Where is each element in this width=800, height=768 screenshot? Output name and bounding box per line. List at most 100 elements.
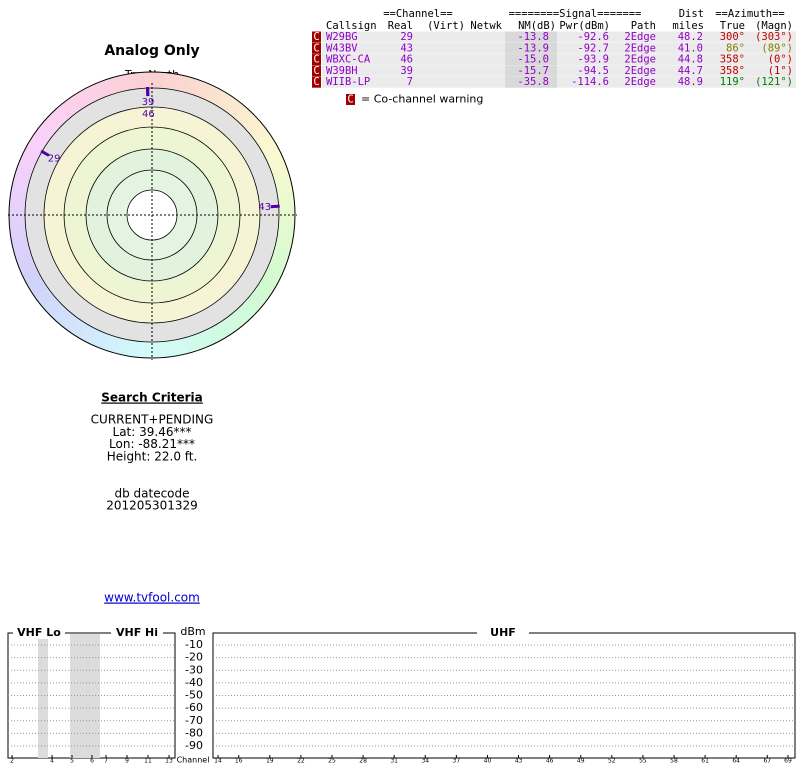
criteria-line: Lon: -88.21*** (109, 437, 195, 451)
hue-wedge (27, 277, 48, 298)
header-group: ==Channel== (383, 8, 453, 20)
hue-wedge (183, 334, 201, 354)
hue-wedge (22, 142, 43, 162)
x-tick-label: 58 (670, 758, 678, 765)
x-tick-label: 64 (732, 758, 740, 765)
x-tick-label: 4 (50, 758, 54, 765)
criteria-title: Search Criteria (101, 391, 202, 405)
hue-wedge (114, 73, 132, 93)
badge: C (313, 31, 319, 43)
y-tick-label: -30 (185, 663, 203, 676)
column-header: NM(dB) (518, 20, 556, 32)
hue-wedge (161, 340, 177, 358)
y-tick-label: -80 (185, 726, 203, 739)
section-label: VHF Lo (17, 626, 61, 639)
hue-wedge (125, 339, 141, 358)
x-tick-label: 19 (266, 758, 274, 765)
row-bg (322, 54, 796, 66)
hue-wedge (68, 318, 89, 339)
title: Analog Only (104, 43, 199, 59)
cell: 41.0 (678, 42, 703, 54)
column-header: True (720, 20, 745, 32)
hue-wedge (241, 113, 263, 135)
badge-bg (312, 31, 321, 43)
hue-wedge (139, 72, 154, 89)
badge: C (313, 65, 319, 77)
cell: 39 (400, 65, 413, 77)
nm-bg (505, 76, 557, 88)
y-tick-label: -20 (185, 651, 203, 664)
cell: 44.7 (678, 65, 703, 77)
x-tick-label: 46 (546, 758, 554, 765)
badge-bg (346, 94, 355, 105)
nm-bg (505, 65, 557, 77)
hue-wedge (8, 213, 26, 228)
row-bg (322, 76, 796, 88)
criteria-line: Lat: 39.46*** (113, 425, 192, 439)
legend-text: = Co-channel warning (361, 93, 483, 106)
hue-wedge (50, 104, 72, 126)
station-marker (270, 204, 280, 209)
x-tick-label: 28 (359, 758, 367, 765)
column-header: miles (672, 20, 704, 32)
cell: -13.8 (517, 31, 549, 43)
hue-wedge (256, 132, 277, 153)
hue-wedge (278, 215, 295, 229)
hue-wedge (214, 319, 235, 340)
badge: C (313, 76, 319, 88)
x-tick-label: 6 (90, 758, 94, 765)
nm-bg (505, 54, 557, 66)
hue-wedge (127, 72, 143, 90)
header-group: ==Azimuth== (715, 8, 785, 20)
hue-wedge (13, 246, 33, 264)
cell: -15.0 (517, 54, 549, 66)
x-tick-label: 7 (104, 758, 108, 765)
datecode-label: db datecode (114, 487, 189, 501)
column-header: (Magn) (755, 20, 793, 32)
hue-wedge (261, 268, 282, 288)
hue-wedge (241, 296, 262, 317)
hue-wedge (79, 324, 99, 345)
label-bg (477, 627, 529, 639)
badge: C (313, 42, 319, 54)
label-bg (111, 627, 163, 639)
cell: 2Edge (624, 54, 656, 66)
cell: 300° (720, 31, 745, 43)
x-tick-label: 69 (784, 758, 792, 765)
hue-wedge (152, 72, 166, 89)
x-tick-label: 25 (328, 758, 336, 765)
hue-wedge (233, 105, 254, 126)
site-link[interactable]: www.tvfool.com (104, 591, 200, 605)
hue-wedge (50, 304, 71, 325)
hue-wedge (205, 85, 225, 106)
y-tick-label: -60 (185, 701, 203, 714)
hue-wedge (215, 91, 236, 112)
cell: 43 (400, 42, 413, 54)
hue-wedge (17, 153, 38, 172)
station-marker (40, 149, 50, 157)
cell: (303°) (755, 31, 793, 43)
section-label: UHF (490, 626, 516, 639)
cell: 2Edge (624, 31, 656, 43)
criteria-line: CURRENT+PENDING (91, 413, 214, 427)
hue-wedge (9, 201, 26, 215)
hue-wedge (255, 278, 276, 299)
x-tick-label: 67 (763, 758, 771, 765)
x-tick-label: 31 (390, 758, 398, 765)
x-tick-label: 11 (144, 758, 152, 765)
label-bg (13, 627, 65, 639)
cell: -35.8 (517, 76, 549, 88)
cell: W29BG (326, 31, 358, 43)
datecode: 201205301329 (106, 499, 198, 513)
x-tick-label: 61 (701, 758, 709, 765)
x-tick-label: 22 (297, 758, 305, 765)
cell: W43BV (326, 42, 358, 54)
x-tick-label: 9 (125, 758, 129, 765)
hue-wedge (172, 337, 190, 357)
hue-wedge (195, 80, 214, 101)
cell: 2Edge (624, 65, 656, 77)
row-bg (322, 31, 796, 43)
cell: 29 (400, 31, 413, 43)
